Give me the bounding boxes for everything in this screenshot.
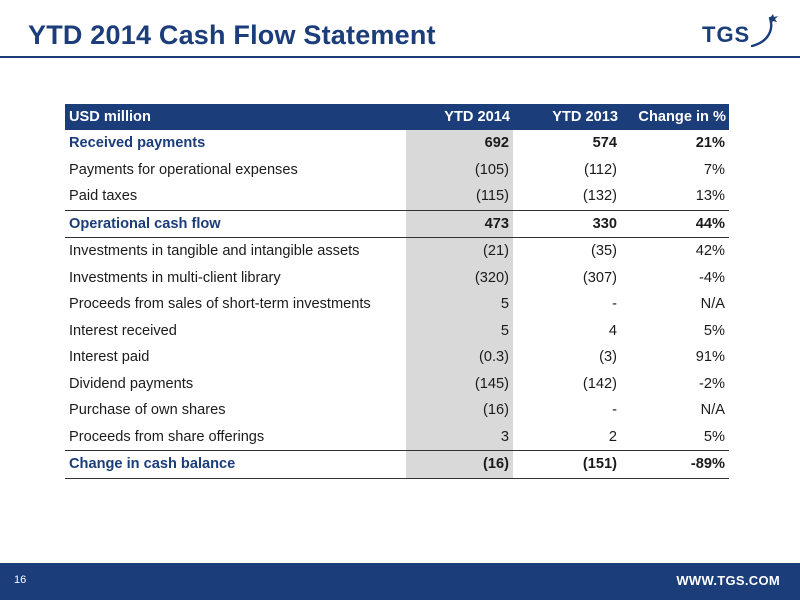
value-ytd-2014: 5 xyxy=(406,291,513,318)
row-label: Investments in multi-client library xyxy=(69,269,281,286)
table-row-change-in-cash: Change in cash balance (16) (151) -89% xyxy=(65,450,729,479)
value-ytd-2013: (35) xyxy=(591,243,617,260)
value-ytd-2013: - xyxy=(612,296,617,313)
value-ytd-2013: 574 xyxy=(592,135,617,152)
value-ytd-2013: (151) xyxy=(513,450,621,479)
value-change: -4% xyxy=(699,269,725,286)
value-ytd-2014: (16) xyxy=(406,397,513,424)
row-label: Dividend payments xyxy=(69,375,194,392)
row-label: Proceeds from sales of short-term invest… xyxy=(69,296,371,313)
value-ytd-2013: (3) xyxy=(599,349,617,366)
value-change: 21% xyxy=(695,135,725,152)
table-row-operational-expenses: Payments for operational expenses (105) … xyxy=(65,156,729,183)
value-ytd-2014: (145) xyxy=(406,370,513,397)
logo-text: TGS xyxy=(702,22,751,47)
value-change: 5% xyxy=(703,322,725,339)
value-ytd-2014: (0.3) xyxy=(406,344,513,371)
table-row-tangible-investments: Investments in tangible and intangible a… xyxy=(65,237,729,265)
value-ytd-2013: (132) xyxy=(513,183,621,211)
title-divider xyxy=(0,56,800,58)
table-row-share-offerings: Proceeds from share offerings 3 2 5% xyxy=(65,423,729,451)
value-ytd-2013: - xyxy=(612,402,617,419)
row-label: Investments in tangible and intangible a… xyxy=(69,243,360,260)
value-change: 7% xyxy=(703,161,725,178)
row-label: Paid taxes xyxy=(65,183,406,211)
row-label: Interest received xyxy=(69,322,177,339)
column-header-change: Change in % xyxy=(621,104,729,130)
table-row-interest-paid: Interest paid (0.3) (3) 91% xyxy=(65,344,729,371)
value-ytd-2013: (112) xyxy=(584,161,617,178)
table-row-interest-received: Interest received 5 4 5% xyxy=(65,317,729,344)
value-ytd-2013: (307) xyxy=(582,269,617,286)
table-header-row: USD million YTD 2014 YTD 2013 Change in … xyxy=(65,104,729,130)
value-ytd-2014: 3 xyxy=(406,423,513,451)
column-header-ytd-2014: YTD 2014 xyxy=(406,104,513,130)
row-label: Payments for operational expenses xyxy=(69,161,298,178)
value-change: N/A xyxy=(700,296,725,313)
row-label: Change in cash balance xyxy=(65,450,406,479)
value-ytd-2014: (115) xyxy=(406,183,513,211)
footer-url: WWW.TGS.COM xyxy=(676,573,780,588)
table-row-multi-client-library: Investments in multi-client library (320… xyxy=(65,264,729,291)
value-change: 42% xyxy=(695,243,725,260)
value-change: -89% xyxy=(621,450,729,479)
value-change: 13% xyxy=(621,183,729,211)
value-change: N/A xyxy=(700,402,725,419)
page-title: YTD 2014 Cash Flow Statement xyxy=(28,20,436,50)
row-label: Operational cash flow xyxy=(65,210,406,238)
row-label: Purchase of own shares xyxy=(69,402,226,419)
value-ytd-2014: (16) xyxy=(406,450,513,479)
row-label: Interest paid xyxy=(69,349,150,366)
value-change: 44% xyxy=(621,210,729,238)
value-ytd-2014: (320) xyxy=(406,264,513,291)
table-row-operational-cash-flow: Operational cash flow 473 330 44% xyxy=(65,210,729,238)
column-header-usd-million: USD million xyxy=(65,104,406,130)
footer-bar: 16 WWW.TGS.COM xyxy=(0,563,800,600)
value-ytd-2014: 473 xyxy=(406,210,513,238)
value-ytd-2014: 692 xyxy=(406,130,513,157)
value-ytd-2014: (21) xyxy=(406,237,513,265)
value-ytd-2013: 2 xyxy=(513,423,621,451)
table-row-short-term-investments: Proceeds from sales of short-term invest… xyxy=(65,291,729,318)
value-change: -2% xyxy=(699,375,725,392)
table-row-own-shares: Purchase of own shares (16) - N/A xyxy=(65,397,729,424)
row-label: Proceeds from share offerings xyxy=(65,423,406,451)
value-ytd-2014: 5 xyxy=(406,317,513,344)
table-row-dividend-payments: Dividend payments (145) (142) -2% xyxy=(65,370,729,397)
tgs-logo: TGS xyxy=(702,8,782,52)
tgs-swoosh-logo-icon xyxy=(750,14,778,48)
table-row-paid-taxes: Paid taxes (115) (132) 13% xyxy=(65,183,729,211)
value-ytd-2014: (105) xyxy=(406,156,513,183)
value-ytd-2013: 4 xyxy=(608,322,617,339)
value-change: 5% xyxy=(621,423,729,451)
row-label: Received payments xyxy=(69,135,206,152)
cash-flow-table: USD million YTD 2014 YTD 2013 Change in … xyxy=(65,104,729,479)
column-header-ytd-2013: YTD 2013 xyxy=(513,104,621,130)
value-ytd-2013: 330 xyxy=(513,210,621,238)
page-number: 16 xyxy=(14,574,27,586)
value-ytd-2013: (142) xyxy=(582,375,617,392)
value-change: 91% xyxy=(695,349,725,366)
table-row-received-payments: Received payments 692 574 21% xyxy=(65,130,729,157)
